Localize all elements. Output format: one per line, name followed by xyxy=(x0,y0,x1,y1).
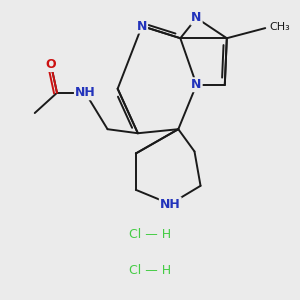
Text: N: N xyxy=(191,11,202,25)
Text: NH: NH xyxy=(75,86,96,99)
Text: CH₃: CH₃ xyxy=(270,22,290,32)
Text: N: N xyxy=(191,78,202,91)
Text: N: N xyxy=(137,20,147,33)
Text: NH: NH xyxy=(160,197,181,211)
Text: Cl — H: Cl — H xyxy=(129,263,171,277)
Text: Cl — H: Cl — H xyxy=(129,227,171,241)
Text: O: O xyxy=(46,58,56,71)
